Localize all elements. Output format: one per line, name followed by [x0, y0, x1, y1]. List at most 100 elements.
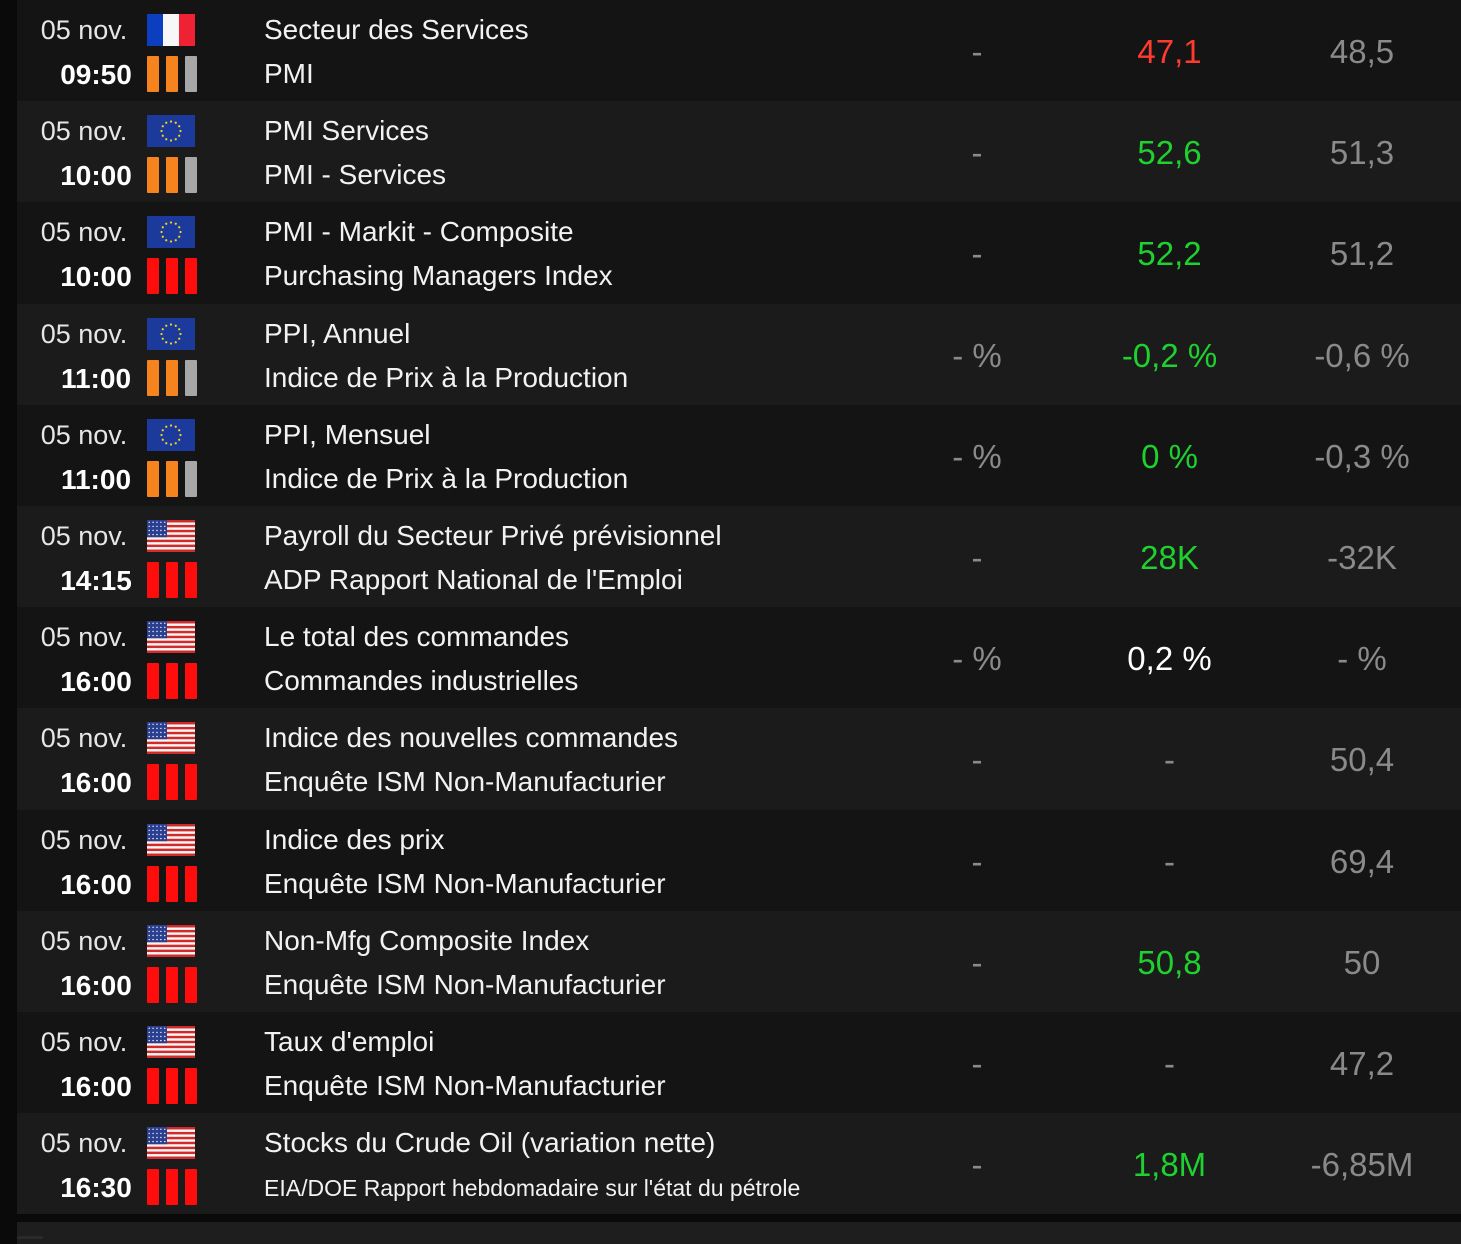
actual-value: - [1164, 842, 1175, 880]
event-subtitle: Enquête ISM Non-Manufacturier [264, 968, 666, 1000]
event-subtitle: PMI - Services [264, 159, 447, 191]
event-title: PMI Services [264, 115, 429, 147]
impact-bar [147, 966, 159, 1003]
table-row[interactable]: 05 nov. 11:00 PPI, Annuel Indice de Prix à … [17, 303, 1461, 405]
event-time: 14:15 [60, 564, 132, 596]
event-subtitle: Enquête ISM Non-Manufacturier [264, 1069, 666, 1101]
forecast-value: 48,5 [1329, 33, 1395, 70]
event-date: 05 nov. [40, 116, 128, 147]
impact-bar [185, 865, 197, 902]
table-row[interactable]: 05 nov. 16:00 Le total des commandes Comman… [17, 607, 1461, 709]
event-title: Indice des nouvelles commandes [264, 722, 679, 754]
event-subtitle: PMI [264, 58, 314, 89]
impact-bar [147, 359, 159, 396]
impact-bars-icon [147, 865, 197, 902]
actual-value: 52,6 [1137, 134, 1202, 172]
table-row[interactable]: 05 nov. 16:00 Non-Mfg Composite Index Enquê… [17, 910, 1461, 1012]
forecast-value: -0,6 % [1314, 336, 1410, 374]
event-subtitle: Indice de Prix à la Production [264, 462, 629, 494]
impact-bar [166, 764, 178, 801]
event-title: Indice des prix [264, 823, 445, 855]
event-time: 16:00 [60, 868, 132, 900]
us-flag-icon [147, 519, 195, 552]
table-row[interactable]: 05 nov. 14:15 Payroll du Secteur Privé pré… [17, 505, 1461, 608]
event-date: 05 nov. [40, 1026, 128, 1057]
impact-bar [185, 359, 197, 396]
forecast-value: -32K [1327, 538, 1397, 576]
actual-value: 1,8M [1132, 1146, 1207, 1184]
event-date: 05 nov. [40, 622, 128, 653]
event-date: 05 nov. [40, 318, 128, 349]
event-title: PPI, Annuel [264, 317, 411, 349]
fr-flag-icon [147, 14, 195, 46]
table-row[interactable]: 05 nov. 16:00 Taux d'emploi Enquête ISM Non… [17, 1011, 1461, 1114]
event-time: 11:00 [60, 362, 132, 394]
table-row[interactable]: 05 nov. 11:00 PPI, Mensuel Indice de Prix à… [17, 404, 1461, 506]
actual-value: 0,2 % [1127, 640, 1212, 678]
table-row[interactable]: 05 nov. 10:00 PMI - Markit - Composite Purc… [17, 202, 1461, 304]
table-row[interactable]: 05 nov. 09:50 Secteur des Services PMI - 47,1… [17, 0, 1461, 102]
us-flag-icon [147, 1025, 195, 1058]
impact-bar [147, 157, 159, 194]
event-time: 09:50 [60, 59, 132, 90]
event-title: Secteur des Services [264, 14, 529, 45]
impact-bars-icon [147, 157, 197, 194]
table-row[interactable]: 05 nov. 16:00 Indice des nouvelles command… [17, 708, 1461, 810]
eu-flag-icon [147, 216, 195, 249]
event-subtitle: Enquête ISM Non-Manufacturier [264, 766, 666, 798]
us-flag-icon [147, 924, 195, 957]
impact-bar [185, 1169, 197, 1206]
table-row[interactable]: 05 nov. 16:00 Indice des prix Enquête ISM N… [17, 809, 1461, 911]
impact-bar [166, 561, 178, 598]
forecast-value: 51,3 [1329, 134, 1395, 172]
us-flag-icon [147, 621, 195, 654]
event-date: 05 nov. [40, 520, 128, 551]
event-time: 16:00 [60, 969, 132, 1001]
impact-bar [166, 1067, 178, 1104]
previous-value: - [971, 943, 983, 981]
impact-bars-icon [147, 258, 197, 295]
impact-bar [185, 56, 197, 92]
event-time: 16:00 [60, 1070, 132, 1102]
previous-value: - % [952, 640, 1002, 678]
impact-bar [147, 561, 159, 598]
impact-bar [185, 460, 197, 497]
impact-bar [166, 663, 178, 700]
us-flag-icon [147, 823, 195, 856]
event-time: 16:30 [60, 1172, 132, 1204]
forecast-value: -6,85M [1310, 1146, 1414, 1184]
forecast-value: -0,3 % [1314, 437, 1410, 475]
table-row[interactable]: 05 nov. 16:30 Stocks du Crude Oil (variati… [17, 1113, 1461, 1215]
event-date: 05 nov. [40, 15, 128, 45]
previous-value: - [971, 235, 983, 273]
event-date: 05 nov. [40, 1128, 128, 1159]
us-flag-icon [147, 722, 195, 755]
forecast-value: - % [1337, 640, 1387, 678]
actual-value: 0 % [1141, 437, 1198, 475]
table-row[interactable]: 05 nov. 10:00 PMI Services PMI - Services - 5… [17, 101, 1461, 203]
impact-bars-icon [147, 561, 197, 598]
event-title: PMI - Markit - Composite [264, 216, 574, 248]
forecast-value: 47,2 [1329, 1044, 1395, 1082]
impact-bar [166, 966, 178, 1003]
eu-flag-icon [147, 317, 195, 350]
impact-bar [166, 460, 178, 497]
impact-bar [185, 764, 197, 801]
event-time: 10:00 [60, 261, 132, 293]
impact-bars-icon [147, 764, 197, 801]
event-title: PPI, Mensuel [264, 418, 431, 450]
event-title: Stocks du Crude Oil (variation nette) [264, 1127, 716, 1159]
previous-value: - [971, 33, 983, 70]
impact-bar [166, 56, 178, 92]
impact-bar [185, 663, 197, 700]
event-subtitle: ADP Rapport National de l'Emploi [264, 563, 683, 595]
impact-bar [185, 966, 197, 1003]
actual-value: 28K [1140, 538, 1199, 576]
event-date: 05 nov. [40, 925, 128, 956]
actual-value: -0,2 % [1121, 336, 1218, 374]
impact-bar [147, 460, 159, 497]
forecast-value: 51,2 [1329, 235, 1395, 273]
us-flag-icon [147, 1127, 195, 1160]
impact-bar [185, 258, 197, 295]
event-date: 05 nov. [40, 723, 128, 754]
